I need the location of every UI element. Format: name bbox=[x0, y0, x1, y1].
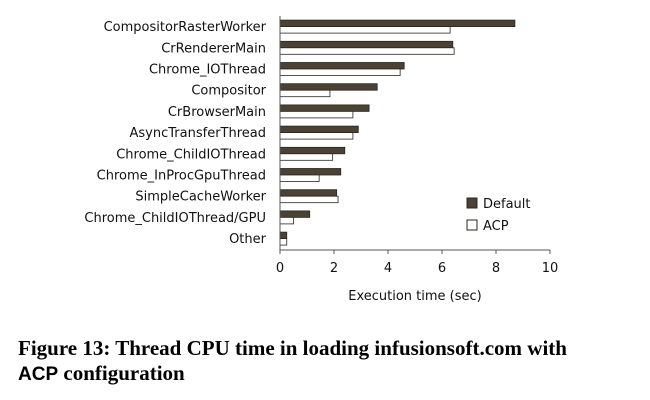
legend: Default ACP bbox=[466, 197, 531, 234]
category-label-chrome-inprocgputhread: Chrome_InProcGpuThread bbox=[97, 169, 266, 184]
x-tick-label: 6 bbox=[438, 261, 446, 276]
category-label-chrome-childiothread: Chrome_ChildIOThread bbox=[116, 147, 266, 162]
legend-label-acp: ACP bbox=[483, 219, 509, 234]
bar-default-crbrowsermain bbox=[279, 104, 370, 112]
x-tick-label: 0 bbox=[276, 261, 284, 276]
bar-acp-crbrowsermain bbox=[279, 111, 354, 119]
bar-default-chrome-inprocgputhread bbox=[279, 168, 342, 176]
bar-default-other bbox=[279, 231, 288, 240]
bar-acp-simplecacheworker bbox=[279, 195, 339, 204]
x-tick-label: 4 bbox=[384, 261, 392, 276]
bar-default-compositorrasterworker bbox=[279, 19, 516, 28]
bar-default-chrome-childiothread bbox=[279, 146, 346, 155]
caption-acp: ACP bbox=[18, 364, 59, 385]
bar-default-simplecacheworker bbox=[279, 189, 338, 197]
x-axis-title: Execution time (sec) bbox=[348, 289, 482, 304]
legend-swatch-default bbox=[466, 197, 478, 209]
category-label-crbrowsermain: CrBrowserMain bbox=[168, 105, 266, 120]
bar-default-crrenderermain bbox=[279, 40, 454, 49]
caption-text-end: configuration bbox=[58, 361, 185, 385]
legend-label-default: Default bbox=[483, 197, 531, 212]
bars-layer bbox=[279, 19, 516, 246]
bar-acp-chrome-childiothread bbox=[279, 153, 334, 161]
bar-default-chrome-childiothread-gpu bbox=[279, 210, 311, 218]
x-tick-label: 10 bbox=[542, 261, 559, 276]
y-axis-labels: CompositorRasterWorker CrRendererMain Chro… bbox=[84, 20, 266, 247]
category-label-asynctransferthread: AsyncTransferThread bbox=[130, 126, 266, 141]
caption-text: Figure 13: Thread CPU time in loading in… bbox=[18, 336, 567, 360]
bar-acp-compositorrasterworker bbox=[279, 26, 451, 34]
category-label-compositor: Compositor bbox=[191, 84, 266, 99]
bar-acp-chrome-iothread bbox=[279, 68, 401, 76]
category-label-crrenderermain: CrRendererMain bbox=[161, 41, 266, 56]
bar-acp-asynctransferthread bbox=[279, 132, 354, 140]
bar-acp-other bbox=[279, 238, 288, 246]
category-label-chrome-iothread: Chrome_IOThread bbox=[149, 63, 266, 78]
figure-caption: Figure 13: Thread CPU time in loading in… bbox=[18, 336, 638, 387]
category-label-compositorrasterworker: CompositorRasterWorker bbox=[104, 20, 267, 35]
bar-acp-crrenderermain bbox=[279, 47, 455, 55]
bar-default-compositor bbox=[279, 83, 378, 91]
bar-default-asynctransferthread bbox=[279, 125, 359, 133]
bar-acp-compositor bbox=[279, 89, 331, 98]
bar-acp-chrome-inprocgputhread bbox=[279, 174, 320, 182]
x-tick-label: 2 bbox=[330, 261, 338, 276]
category-label-chrome-childiothread-gpu: Chrome_ChildIOThread/GPU bbox=[84, 211, 266, 226]
bar-chart: CompositorRasterWorker CrRendererMain Chro… bbox=[84, 16, 559, 304]
bar-default-chrome-iothread bbox=[279, 62, 405, 70]
x-tick-label: 8 bbox=[492, 261, 500, 276]
x-axis: 0 2 4 6 8 10 bbox=[276, 249, 559, 276]
legend-swatch-acp bbox=[466, 219, 478, 231]
bar-acp-chrome-childiothread-gpu bbox=[279, 216, 294, 225]
category-label-other: Other bbox=[229, 232, 267, 247]
category-label-simplecacheworker: SimpleCacheWorker bbox=[135, 190, 266, 205]
